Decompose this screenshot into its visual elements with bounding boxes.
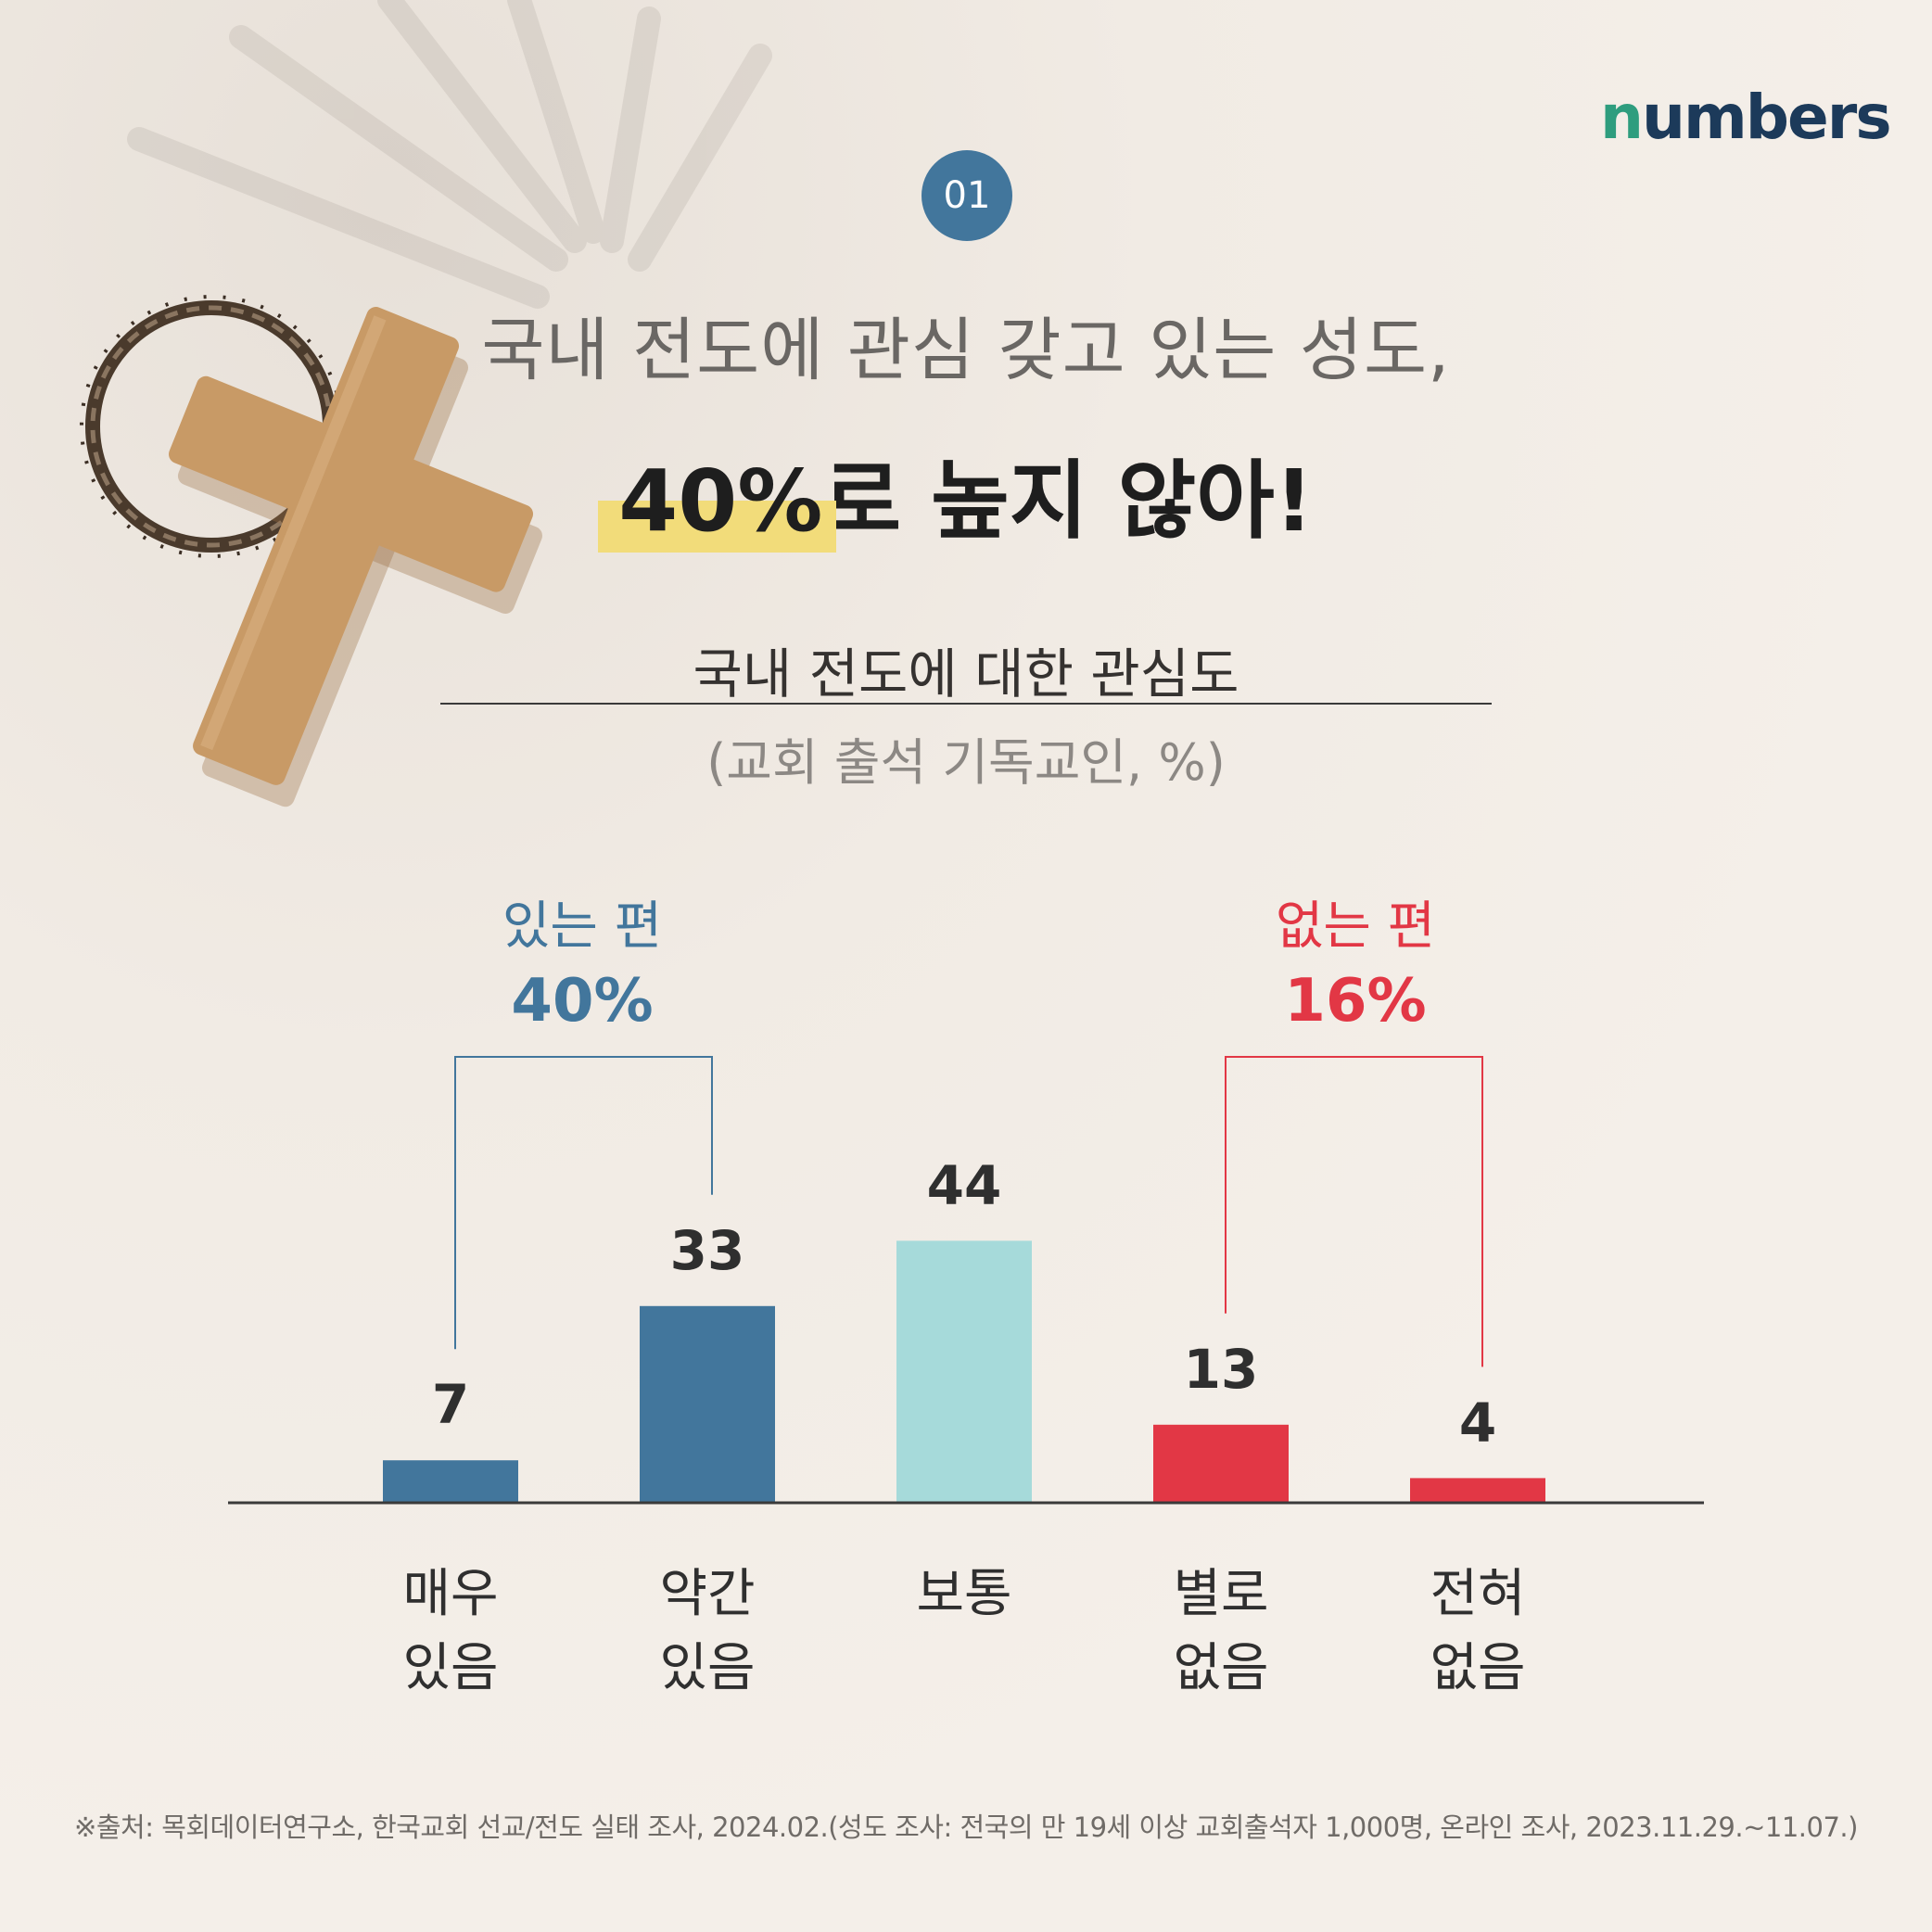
source-note: ※출처: 목회데이터연구소, 한국교회 선교/전도 실태 조사, 2024.02… <box>74 1811 1858 1843</box>
wooden-cross-icon <box>169 307 542 807</box>
bar-2 <box>896 1240 1032 1502</box>
category-label-0-1: 있음 <box>402 1638 498 1698</box>
chart-title: 국내 전도에 대한 관심도 <box>693 642 1239 705</box>
category-label-3-0: 별로 <box>1173 1564 1268 1624</box>
group-label-negative: 없는 편 16% <box>1170 884 1541 1036</box>
category-label-1-1: 있음 <box>659 1638 755 1698</box>
group-negative-label: 없는 편 <box>1275 896 1436 957</box>
group-positive-label: 있는 편 <box>502 896 663 957</box>
value-label-1: 33 <box>670 1219 745 1282</box>
logo-first-letter: n <box>1600 82 1644 153</box>
group-bracket-1 <box>1225 1056 1483 1367</box>
value-label-0: 7 <box>432 1373 469 1436</box>
category-label-1-0: 약간 <box>659 1564 755 1624</box>
numbers-logo: numbers <box>1600 82 1892 153</box>
palm-shadow-icon <box>127 0 772 309</box>
bar-0 <box>383 1460 518 1502</box>
group-bracket-0 <box>454 1056 713 1350</box>
value-label-3: 13 <box>1184 1338 1259 1401</box>
bar-4 <box>1410 1478 1545 1502</box>
headline-rest: 로 높지 않아! <box>822 451 1314 551</box>
group-label-positive: 있는 편 40% <box>397 884 768 1036</box>
chart-subtitle: (교회 출석 기독교인, %) <box>706 733 1226 792</box>
category-label-4-1: 없음 <box>1430 1638 1525 1698</box>
headline-highlight: 40% <box>598 451 836 553</box>
headline-line1: 국내 전도에 관심 갖고 있는 성도, <box>481 311 1451 390</box>
category-label-0-0: 매우 <box>402 1564 498 1624</box>
bar-1 <box>640 1305 775 1502</box>
value-label-4: 4 <box>1459 1391 1496 1454</box>
group-positive-value: 40% <box>511 967 654 1036</box>
category-label-2-0: 보통 <box>916 1564 1011 1624</box>
value-label-2: 44 <box>927 1153 1002 1216</box>
group-negative-value: 16% <box>1284 967 1427 1036</box>
title-divider <box>440 703 1492 705</box>
category-label-3-1: 없음 <box>1173 1638 1268 1698</box>
logo-rest: umbers <box>1642 82 1892 153</box>
section-badge: 01 <box>922 150 1012 241</box>
bar-3 <box>1153 1424 1289 1502</box>
category-label-4-0: 전혀 <box>1430 1564 1525 1624</box>
headline-line2: 40%로 높지 않아! <box>278 432 1654 555</box>
